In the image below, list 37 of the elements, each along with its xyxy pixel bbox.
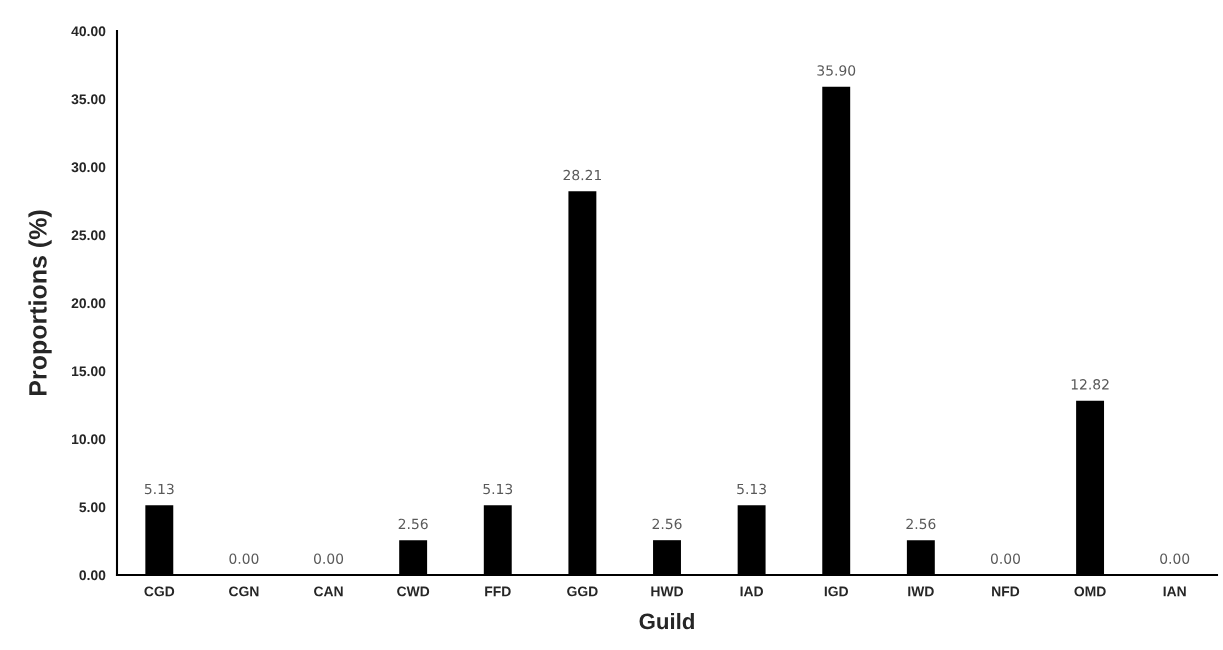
data-label: 5.13	[737, 483, 766, 495]
y-tick-label: 5.00	[79, 502, 106, 513]
data-label: 0.00	[313, 553, 344, 564]
data-label: 28.21	[563, 169, 601, 181]
data-label: 35.90	[817, 65, 856, 76]
y-tick-label: 0.00	[79, 570, 106, 581]
data-label: 5.13	[483, 483, 513, 495]
y-axis-title: Proportions (%)	[28, 210, 52, 396]
y-tick-label: 15.00	[72, 366, 106, 377]
x-tick-label: OMD	[1074, 586, 1106, 597]
x-tick-label: FFD	[485, 586, 511, 597]
y-tick-label: 40.00	[71, 26, 106, 37]
x-tick-label: CGN	[229, 586, 259, 597]
data-label: 5.13	[144, 483, 174, 495]
x-tick-label: HWD	[651, 586, 683, 597]
data-label: 2.56	[906, 518, 936, 530]
y-tick-label: 10.00	[72, 434, 106, 445]
x-tick-label: CAN	[314, 586, 343, 597]
data-label: 2.56	[398, 518, 428, 530]
data-label: 12.82	[1071, 379, 1109, 390]
data-label: 0.00	[990, 553, 1020, 564]
data-label: 2.56	[652, 518, 682, 530]
x-tick-label: CGD	[144, 586, 175, 597]
x-tick-label: IGD	[824, 586, 848, 597]
data-label: 0.00	[1160, 553, 1190, 564]
x-tick-label: IAD	[740, 586, 763, 597]
x-tick-label: CWD	[397, 586, 430, 597]
x-axis-title: Guild	[639, 612, 694, 630]
y-tick-label: 35.00	[71, 94, 106, 105]
x-tick-label: IWD	[908, 586, 934, 597]
y-tick-label: 20.00	[71, 298, 106, 309]
x-tick-label: IAN	[1163, 586, 1186, 597]
y-tick-label: 30.00	[71, 162, 106, 173]
x-tick-label: GGD	[567, 586, 598, 597]
x-tick-label: NFD	[992, 586, 1020, 597]
data-label: 0.00	[229, 553, 259, 564]
y-tick-label: 25.00	[71, 230, 106, 241]
